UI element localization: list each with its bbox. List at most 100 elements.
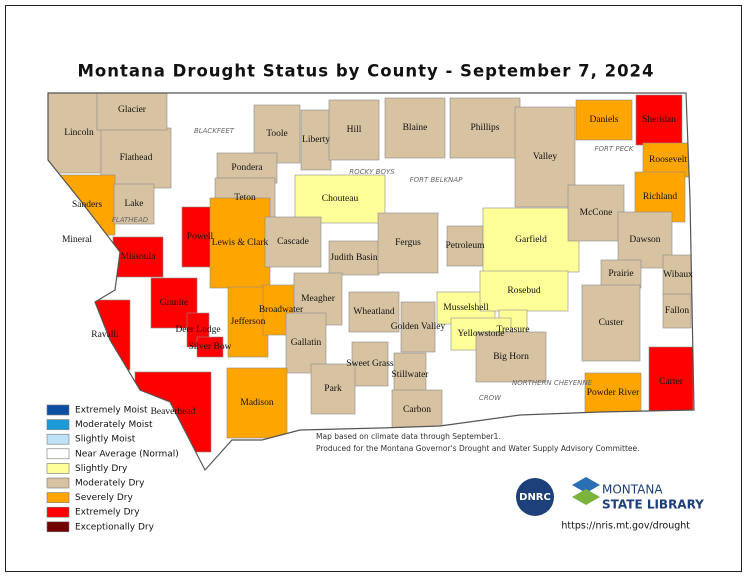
map-title: Montana Drought Status by County - Septe…: [77, 62, 654, 81]
county-region: [112, 236, 164, 278]
county-region: [328, 99, 380, 161]
county-label: Custer: [599, 318, 625, 328]
county-label: Park: [324, 384, 342, 394]
logo-text: MONTANA: [602, 483, 663, 497]
county-label: Glacier: [118, 105, 147, 115]
county-region: [384, 97, 446, 159]
county-label: Powder River: [587, 388, 640, 398]
county-label: Rosebud: [507, 286, 541, 296]
county-region: [648, 346, 694, 418]
legend-swatch: [46, 521, 70, 533]
county-label: Ravalli: [91, 330, 119, 340]
dnrc-logo: DNRC: [516, 478, 554, 516]
logo-shape: [572, 489, 600, 505]
county-label: Broadwater: [259, 305, 304, 315]
legend-swatch: [46, 419, 70, 430]
county-label: Lincoln: [64, 128, 94, 138]
county-label: Cascade: [277, 237, 309, 247]
county-label: Lake: [125, 199, 144, 209]
county-label: Roosevelt: [649, 155, 687, 165]
note: Produced for the Montana Governor's Drou…: [316, 444, 640, 453]
county-label: Wibaux: [663, 270, 693, 280]
county-label: Toole: [266, 129, 288, 139]
legend-label: Slightly Dry: [75, 464, 128, 474]
county-region: [449, 97, 521, 159]
legend-label: Exceptionally Dry: [75, 522, 155, 532]
county-region: [294, 174, 386, 224]
county-region: [393, 352, 427, 398]
county-labels: Lincoln Flathead Glacier Toole Liberty Hill Bl…: [62, 105, 693, 417]
county-label: Wheatland: [353, 307, 394, 317]
county-label: Big Horn: [493, 352, 529, 362]
county-region: [581, 284, 641, 362]
county-label: Dawson: [629, 235, 660, 245]
county-region: [575, 99, 633, 141]
legend-label: Severely Dry: [75, 493, 133, 503]
reservation-label: FORT PECK: [594, 145, 634, 153]
county-label: Hill: [347, 125, 362, 135]
county-region: [514, 106, 576, 208]
county-region: [196, 336, 224, 358]
legend-swatch: [46, 404, 70, 416]
reservation-label: FLATHEAD: [112, 216, 149, 224]
reservation-label: NORTHERN CHEYENNE: [512, 379, 593, 387]
county-label: Stillwater: [392, 370, 430, 380]
county-label: Sweet Grass: [346, 359, 394, 369]
logo-shape: [572, 477, 600, 493]
legend-swatch: [46, 492, 70, 503]
county-label: Richland: [643, 192, 678, 202]
county-region: [285, 312, 327, 374]
legend-label: Extremely Moist: [75, 406, 148, 416]
legend-swatch: [46, 463, 70, 474]
county-region: [226, 367, 288, 439]
logo-shape: [516, 478, 554, 516]
county-label: Deer Lodge: [175, 325, 220, 335]
county-region: [300, 109, 332, 171]
county-region: [227, 286, 269, 358]
legend-swatch: [46, 448, 70, 460]
county-label: Jefferson: [231, 316, 266, 327]
county-label: Garfield: [515, 234, 547, 245]
legend-label: Extremely Dry: [75, 508, 140, 518]
legend-label: Near Average (Normal): [75, 449, 179, 459]
county-region: [584, 372, 642, 414]
county-label: McCone: [580, 208, 613, 218]
county-label: Madison: [240, 398, 274, 408]
county-label: Carter: [659, 377, 684, 387]
legend-swatch: [46, 506, 70, 518]
county-label: Valley: [533, 152, 558, 162]
source-url[interactable]: https://nris.mt.gov/drought: [561, 521, 690, 532]
reservation-label: FORT BELKNAP: [410, 176, 464, 184]
county-label: Petroleum: [445, 241, 485, 251]
reservation-label: ROCKY BOYS: [349, 168, 395, 176]
county-label: Blaine: [403, 123, 428, 133]
county-region: [348, 291, 400, 333]
county-region: [479, 270, 569, 312]
legend-swatch: [46, 477, 70, 489]
legend-label: Moderately Moist: [75, 420, 153, 430]
county-label: Beaverhead: [151, 407, 196, 417]
note: Map based on climate data through Septem…: [316, 432, 501, 441]
county-region: [475, 331, 547, 383]
county-label: Teton: [234, 193, 256, 203]
county-label: Carbon: [403, 405, 431, 415]
county-label: Granite: [160, 298, 189, 308]
logo-text: STATE LIBRARY: [602, 498, 704, 512]
county-label: Lewis & Clark: [212, 238, 269, 248]
county-label: Musselshell: [443, 303, 489, 313]
county-region: [642, 142, 694, 178]
county-region: [600, 259, 642, 289]
county-region: [264, 216, 322, 268]
county-label: Golden Valley: [391, 322, 446, 332]
county-label: Powell: [187, 232, 214, 242]
county-label: Liberty: [302, 135, 330, 145]
county-region: [96, 93, 168, 131]
county-label: Meagher: [301, 294, 336, 304]
county-label: Daniels: [589, 115, 618, 125]
county-label: Pondera: [231, 163, 263, 173]
county-label: Flathead: [120, 153, 153, 163]
county-label: Sanders: [72, 200, 102, 210]
reservation-label: CROW: [479, 394, 502, 402]
county-region: [310, 363, 356, 415]
